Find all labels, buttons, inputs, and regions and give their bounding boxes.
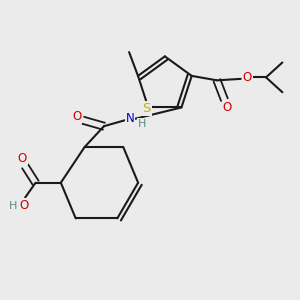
Text: O: O — [72, 110, 81, 123]
Text: O: O — [243, 71, 252, 84]
Text: O: O — [19, 200, 28, 212]
Text: O: O — [223, 101, 232, 115]
Text: H: H — [138, 119, 146, 129]
Text: N: N — [126, 112, 134, 125]
Text: H: H — [8, 201, 17, 211]
Text: S: S — [142, 102, 151, 116]
Text: O: O — [18, 152, 27, 164]
